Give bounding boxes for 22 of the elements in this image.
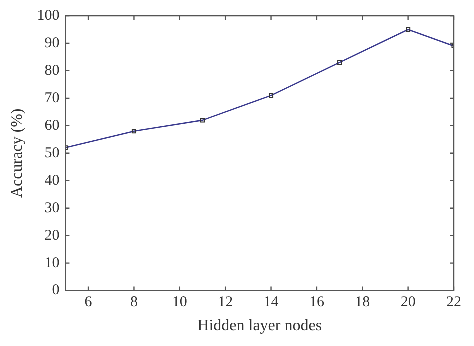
y-tick-label: 30 [44, 200, 60, 216]
x-tick-label: 22 [446, 294, 462, 311]
x-tick-label: 18 [355, 294, 370, 311]
x-tick-label: 14 [264, 294, 280, 311]
x-axis-title: Hidden layer nodes [198, 318, 322, 335]
x-tick-label: 10 [172, 294, 188, 311]
y-axis-title: Accuracy (%) [8, 108, 26, 198]
y-tick-label: 100 [37, 8, 60, 24]
y-tick-label: 70 [44, 90, 60, 106]
y-tick-label: 10 [44, 255, 60, 272]
y-tick-label: 0 [52, 282, 60, 299]
x-tick-label: 6 [84, 294, 93, 311]
y-tick-label: 60 [44, 118, 60, 134]
y-tick-label: 20 [44, 228, 60, 244]
x-tick-label: 20 [400, 294, 416, 311]
y-tick-label: 80 [44, 62, 60, 79]
x-tick-label: 12 [218, 294, 234, 311]
x-tick-label: 8 [130, 294, 138, 311]
x-tick-label: 16 [309, 294, 325, 311]
y-tick-label: 50 [44, 145, 60, 162]
y-tick-label: 40 [44, 172, 60, 189]
y-tick-label: 90 [44, 35, 60, 52]
